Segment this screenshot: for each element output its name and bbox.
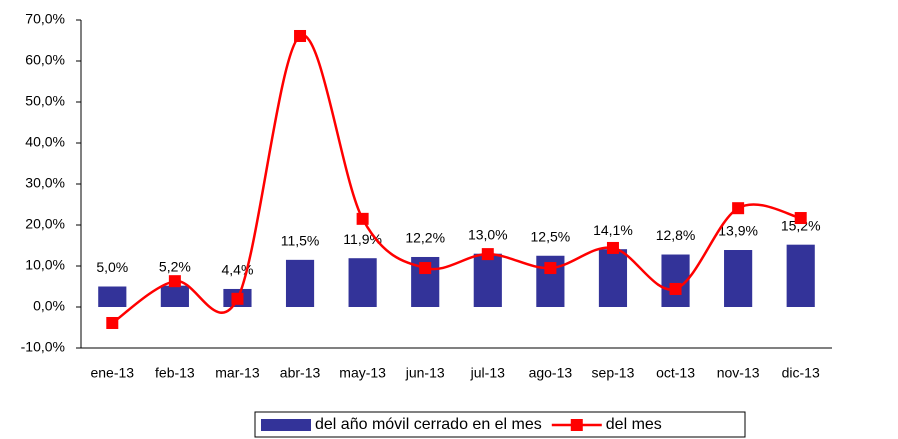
bar: [285, 259, 315, 307]
bar-value-label: 5,2%: [159, 258, 191, 274]
bar: [598, 249, 628, 307]
bar: [473, 253, 502, 307]
y-tick-label: 70,0%: [25, 11, 65, 27]
legend-swatch: [261, 419, 311, 431]
y-tick-label: 10,0%: [25, 257, 65, 273]
x-tick-label: jun-13: [405, 365, 445, 381]
y-tick-label: -10,0%: [21, 339, 65, 355]
marker: [356, 212, 369, 225]
marker: [794, 212, 807, 225]
bar-value-label: 15,2%: [781, 217, 821, 233]
bar: [98, 286, 127, 307]
legend-marker: [570, 419, 583, 431]
x-tick-label: mar-13: [215, 365, 260, 381]
bar-value-label: 11,5%: [281, 233, 320, 249]
x-tick-label: nov-13: [717, 365, 760, 381]
y-tick-label: 30,0%: [25, 175, 65, 191]
bar-value-label: 13,9%: [718, 223, 758, 239]
x-tick-label: feb-13: [155, 365, 195, 381]
y-tick-label: 50,0%: [25, 93, 65, 109]
bar: [786, 244, 815, 307]
bar: [348, 258, 377, 307]
marker: [669, 282, 682, 295]
marker: [106, 316, 119, 329]
x-tick-label: ago-13: [529, 365, 573, 381]
bar-value-label: 13,0%: [468, 226, 508, 242]
marker: [481, 248, 494, 261]
marker: [732, 202, 745, 215]
x-tick-label: sep-13: [592, 365, 635, 381]
bar-value-label: 14,1%: [593, 222, 633, 238]
marker: [606, 241, 619, 254]
bar-value-label: 12,8%: [656, 227, 696, 243]
legend-box: [254, 411, 746, 438]
y-tick-label: 0,0%: [33, 298, 65, 314]
marker: [231, 292, 244, 305]
marker: [168, 275, 181, 288]
legend-label: del año móvil cerrado en el mes: [315, 416, 542, 433]
bar: [160, 285, 189, 307]
marker: [419, 262, 432, 275]
x-tick-label: ene-13: [90, 365, 134, 381]
x-tick-label: dic-13: [782, 365, 820, 381]
x-tick-label: jul-13: [470, 365, 505, 381]
line: [111, 34, 802, 325]
x-tick-label: may-13: [339, 365, 386, 381]
legend-label: del mes: [606, 416, 662, 433]
marker: [544, 262, 557, 275]
x-tick-label: abr-13: [280, 365, 321, 381]
y-tick-label: 40,0%: [25, 134, 65, 150]
bar: [724, 250, 753, 307]
bar-value-label: 5,0%: [96, 259, 128, 275]
bar-value-label: 12,2%: [405, 230, 445, 246]
x-tick-label: oct-13: [656, 365, 695, 381]
bar-value-label: 12,5%: [531, 228, 571, 244]
y-tick-label: 20,0%: [25, 216, 65, 232]
marker: [294, 29, 307, 42]
y-tick-label: 60,0%: [25, 52, 65, 68]
